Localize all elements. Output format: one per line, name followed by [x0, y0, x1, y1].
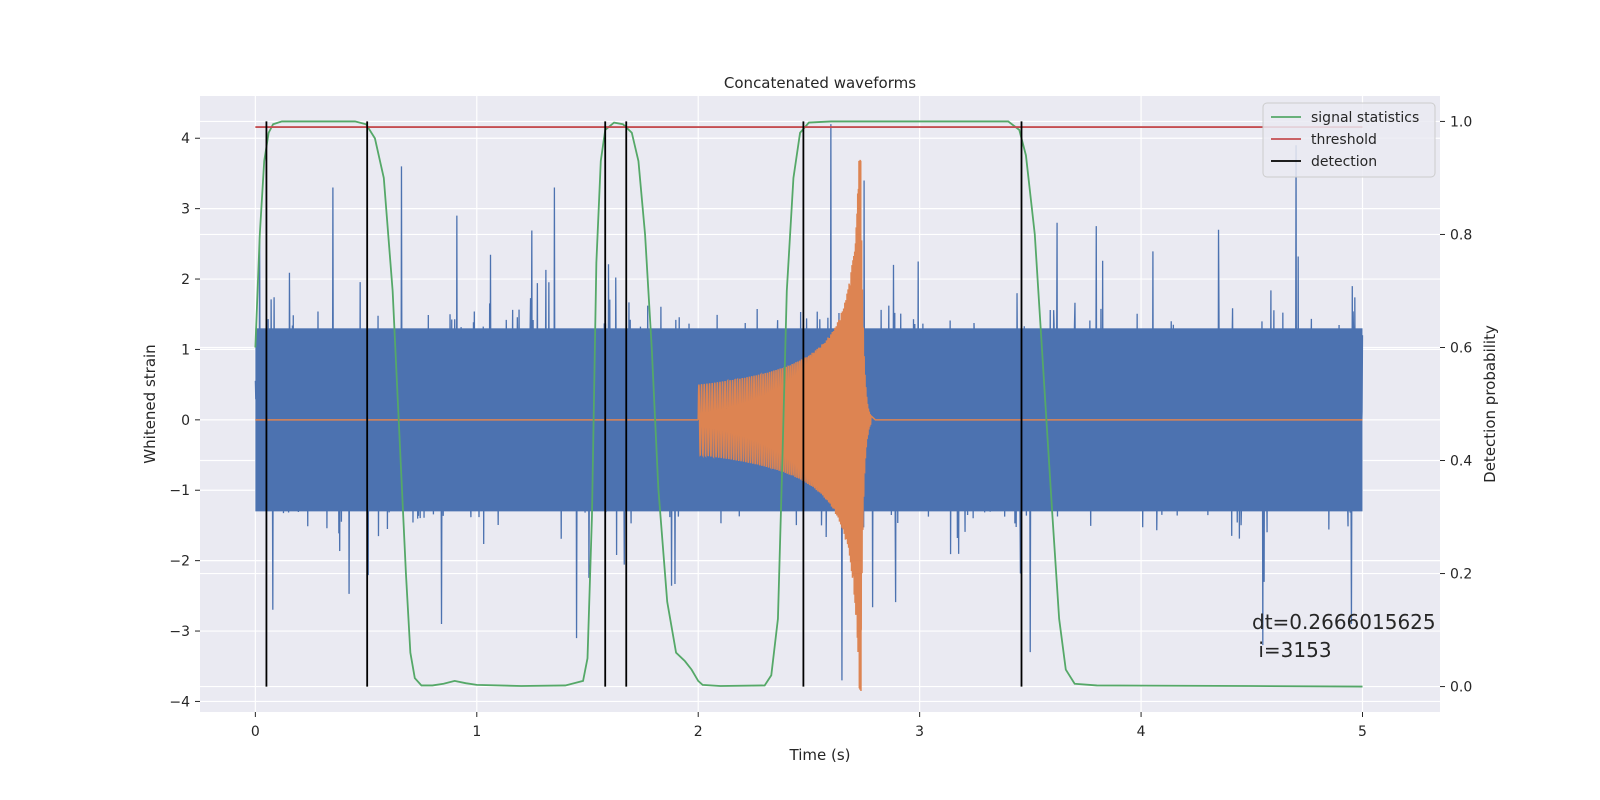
y2-tick-label: 0.8	[1450, 227, 1472, 243]
annotation-dt: dt=0.2666015625	[1252, 610, 1436, 634]
x-tick-label: 4	[1137, 724, 1146, 740]
y2-tick-label: 0.6	[1450, 340, 1472, 356]
annotation-i: i=3153	[1252, 638, 1332, 662]
y-tick-label: 0	[181, 413, 190, 429]
y-tick-label: −2	[169, 554, 190, 570]
ticks: 0 1 2 3 4 5 −4 −3 −2 −1 0 1 2 3 4 0.0 0.2 0.4 0.6 0.8 1.0	[169, 114, 1472, 740]
legend: signal statistics threshold detection	[1262, 102, 1436, 178]
y-tick-label: 4	[181, 131, 190, 147]
x-tick-label: 3	[915, 724, 924, 740]
legend-label: signal statistics	[1311, 110, 1419, 126]
y-tick-label: −3	[169, 624, 190, 640]
x-tick-label: 5	[1358, 724, 1367, 740]
chart-title: Concatenated waveforms	[724, 74, 916, 92]
data-layer	[254, 120, 1364, 692]
x-axis-label: Time (s)	[789, 746, 851, 764]
y2-tick-label: 0.0	[1450, 680, 1472, 696]
y-axis-label: Whitened strain	[141, 344, 159, 463]
y-tick-label: −4	[169, 694, 190, 710]
y2-tick-label: 1.0	[1450, 114, 1472, 130]
y2-axis-label: Detection probability	[1481, 325, 1499, 483]
y2-tick-label: 0.4	[1450, 454, 1472, 470]
signal-statistics-line	[254, 120, 1363, 688]
y-tick-label: 2	[181, 272, 190, 288]
y2-tick-label: 0.2	[1450, 567, 1472, 583]
x-tick-label: 2	[694, 724, 703, 740]
legend-label: threshold	[1311, 132, 1377, 148]
y-tick-label: 1	[181, 342, 190, 358]
chirp-series-line	[255, 159, 1363, 692]
x-tick-label: 1	[472, 724, 481, 740]
x-tick-label: 0	[251, 724, 260, 740]
legend-label: detection	[1311, 154, 1377, 170]
y-tick-label: −1	[169, 483, 190, 499]
y-tick-label: 3	[181, 202, 190, 218]
legend-box	[1262, 102, 1436, 178]
